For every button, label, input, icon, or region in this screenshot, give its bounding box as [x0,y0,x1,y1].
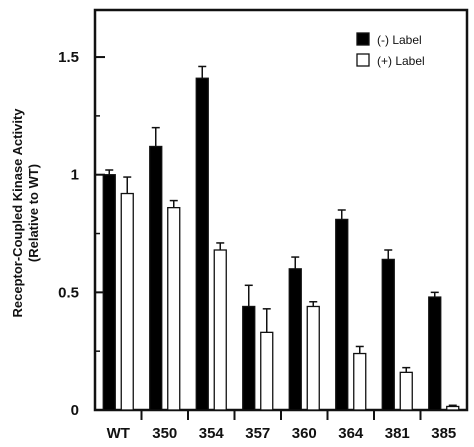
plot-area: 0 0.5 1 1.5 WT 350 354 357 360 364 381 385 [58,8,469,442]
bar-minus-label-357 [242,305,256,411]
x-tick-label: 364 [338,425,364,442]
legend: (-) Label (+) Label [356,32,425,68]
legend-swatch [356,32,370,46]
bar-minus-label-385 [428,296,442,411]
legend-swatch [356,53,370,67]
y-axis-title: Receptor-Coupled Kinase Activity (Relati… [10,108,41,318]
y-axis-title-line2: (Relative to WT) [26,164,41,262]
y-tick-label: 1.5 [58,49,79,66]
y-axis-title-line1: Receptor-Coupled Kinase Activity [10,108,25,318]
x-tick-label: 385 [431,425,456,442]
bar-minus-label-381 [381,258,395,411]
x-tick-label: 354 [199,425,225,442]
x-tick-label: 350 [152,425,177,442]
x-tick-label: 357 [245,425,270,442]
bar-plus-label-364 [353,352,367,411]
bar-minus-label-350 [149,145,163,411]
bar-minus-label-360 [288,268,302,411]
x-tick-label: WT [107,425,130,442]
bar-plus-label-354 [213,249,227,411]
bar-plus-label-WT [120,192,134,411]
bar-minus-label-364 [335,218,349,411]
bar-minus-label-WT [102,174,116,411]
bar-plus-label-385 [446,405,460,411]
x-tick-label: 381 [385,425,410,442]
bar-plus-label-360 [306,305,320,411]
bar-plus-label-357 [260,331,274,411]
bar-plus-label-350 [167,206,181,411]
y-tick-label: 1 [71,167,79,184]
y-tick-label: 0 [71,402,79,419]
legend-label: (-) Label [377,33,422,47]
bar-plus-label-381 [399,371,413,411]
y-tick-label: 0.5 [58,284,79,301]
x-tick-label: 360 [292,425,317,442]
bar-minus-label-354 [195,77,209,411]
legend-label: (+) Label [377,54,425,68]
